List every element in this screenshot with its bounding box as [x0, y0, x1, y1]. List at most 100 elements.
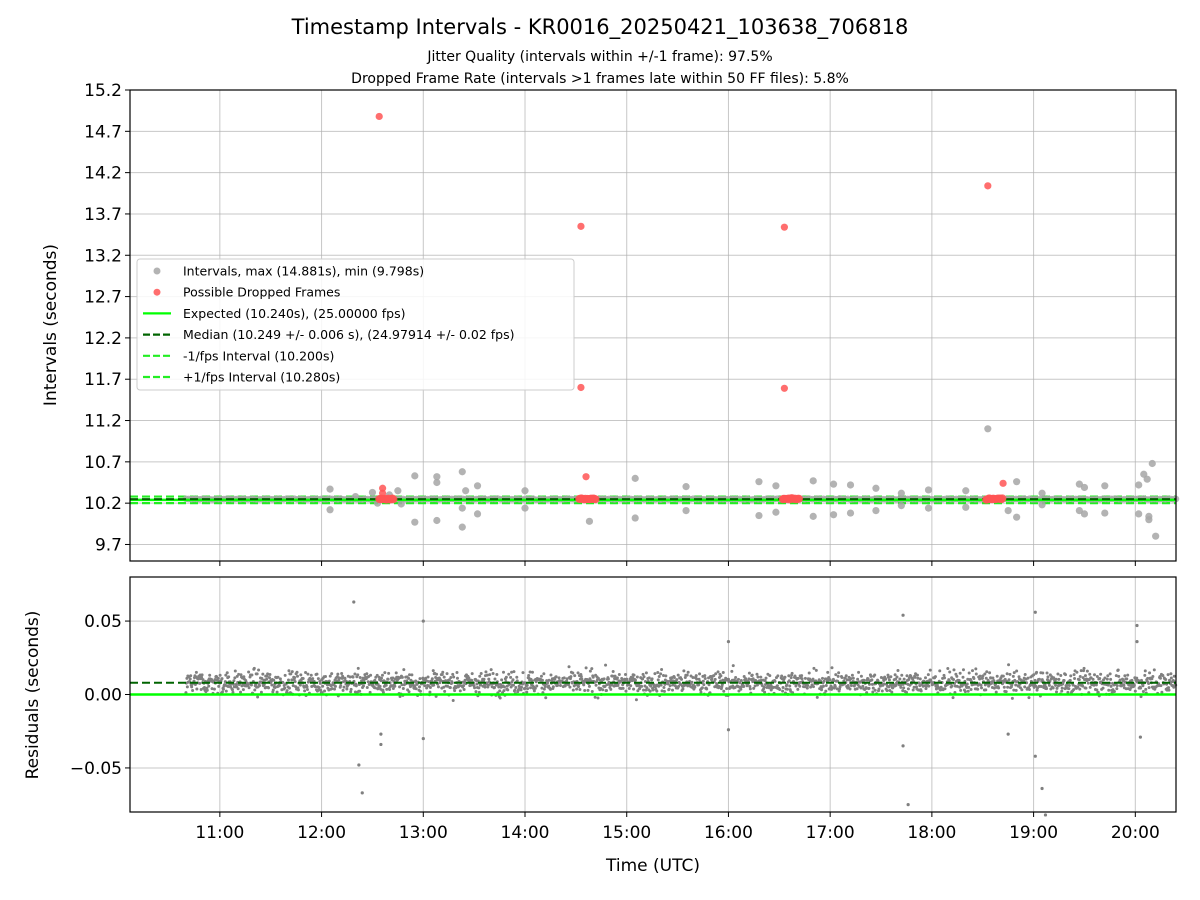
residual-point	[665, 679, 669, 683]
residual-point	[549, 687, 553, 691]
residual-point	[349, 687, 353, 691]
residual-point	[360, 679, 364, 683]
residual-point	[358, 676, 362, 680]
residual-point	[624, 689, 628, 693]
residual-point	[305, 685, 309, 689]
bottom-x-tick-label: 16:00	[704, 823, 753, 843]
interval-point	[1145, 516, 1153, 524]
residual-point	[877, 687, 881, 691]
residual-point	[828, 678, 832, 682]
residual-point	[699, 690, 703, 694]
residual-point	[407, 690, 411, 694]
residual-point	[1172, 674, 1176, 678]
residual-point	[959, 688, 963, 692]
residual-point	[764, 676, 768, 680]
residual-point	[1092, 673, 1096, 677]
residual-point	[205, 688, 209, 692]
residual-point	[546, 681, 550, 685]
residual-point	[861, 684, 865, 688]
residual-point	[776, 674, 780, 678]
residual-point	[442, 685, 446, 689]
residual-point	[798, 684, 802, 688]
residual-point	[221, 687, 225, 691]
residual-point	[513, 688, 517, 692]
residual-point	[1040, 786, 1044, 791]
residual-point	[820, 676, 824, 680]
residual-point	[840, 676, 844, 680]
residual-point	[750, 673, 754, 677]
residual-point	[343, 676, 347, 680]
residual-point	[398, 685, 402, 689]
residual-point	[386, 677, 390, 681]
interval-point	[846, 481, 855, 489]
residual-point	[385, 687, 389, 691]
residual-point	[1144, 687, 1148, 691]
residual-point	[824, 689, 828, 693]
residual-point	[1015, 669, 1019, 673]
residual-point	[447, 678, 451, 682]
residual-point	[815, 695, 819, 699]
residual-point	[915, 673, 919, 677]
interval-point	[897, 502, 905, 510]
residual-point	[1143, 669, 1147, 673]
interval-point	[1004, 506, 1012, 515]
residual-point	[1146, 676, 1150, 680]
interval-point	[462, 487, 470, 495]
residual-point	[1078, 674, 1082, 678]
residual-point	[260, 677, 264, 681]
residual-point	[290, 670, 294, 674]
residual-point	[295, 670, 299, 674]
residual-point	[1103, 676, 1107, 680]
residual-point	[824, 683, 828, 687]
residual-point	[450, 681, 454, 685]
interval-point	[1135, 481, 1143, 489]
residual-point	[1069, 674, 1073, 678]
residual-point	[871, 690, 875, 694]
residual-point	[1017, 675, 1021, 679]
residual-point	[542, 672, 546, 676]
residual-point	[954, 672, 958, 676]
residual-point	[1023, 672, 1027, 676]
residual-point	[1043, 813, 1048, 817]
residual-point	[1010, 696, 1014, 700]
residual-point	[1139, 695, 1143, 699]
residual-point	[276, 675, 280, 679]
residual-point	[375, 673, 379, 677]
residual-point	[1106, 674, 1110, 678]
residual-point	[1147, 681, 1151, 685]
residual-point	[427, 680, 431, 684]
residual-point	[533, 686, 537, 690]
residual-point	[885, 689, 889, 693]
residual-point	[1148, 671, 1152, 675]
interval-point	[1080, 510, 1089, 518]
residual-point	[997, 686, 1001, 690]
interval-point	[984, 425, 992, 433]
residual-point	[341, 688, 345, 692]
residual-point	[401, 687, 405, 691]
residual-point	[942, 673, 946, 677]
residual-point	[725, 687, 729, 691]
residual-point	[640, 684, 644, 688]
residual-point	[488, 673, 492, 677]
residual-point	[577, 685, 581, 689]
residual-point	[479, 671, 483, 675]
residual-point	[306, 672, 310, 676]
residual-point	[1011, 674, 1015, 678]
residual-point	[287, 669, 291, 673]
residual-point	[1067, 684, 1071, 688]
residual-point	[194, 670, 198, 674]
residual-point	[955, 684, 959, 688]
legend-entry: Expected (10.240s), (25.00000 fps)	[183, 306, 405, 321]
residual-point	[485, 681, 489, 685]
residual-point	[242, 675, 246, 679]
residual-point	[485, 673, 489, 677]
residual-point	[554, 675, 558, 679]
residual-point	[642, 688, 646, 692]
residual-point	[827, 675, 831, 679]
residual-point	[453, 689, 457, 693]
residual-point	[323, 689, 327, 693]
residual-point	[635, 675, 639, 679]
residual-point	[502, 685, 506, 689]
residual-point	[408, 673, 412, 677]
interval-point	[433, 516, 441, 525]
